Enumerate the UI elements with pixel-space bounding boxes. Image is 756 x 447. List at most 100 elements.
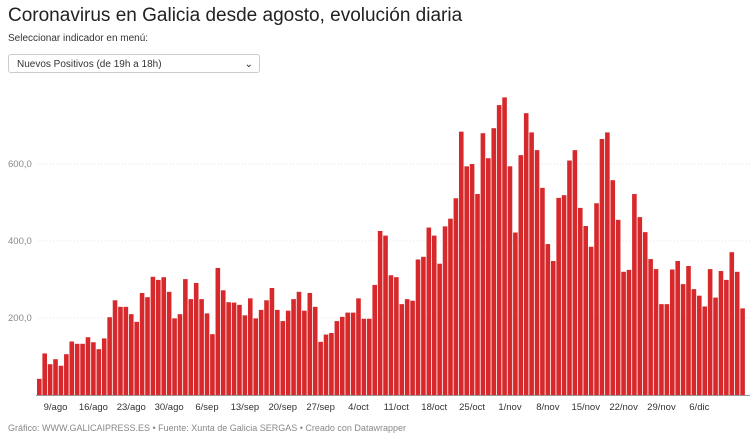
bar <box>134 321 139 395</box>
selector-label: Seleccionar indicador en menú: <box>8 33 149 44</box>
bar <box>280 321 286 395</box>
bar <box>356 298 361 395</box>
bar <box>383 235 388 395</box>
x-tick-label: 6/dic <box>689 402 709 413</box>
x-tick-label: 1/nov <box>498 402 521 413</box>
bar <box>285 310 291 395</box>
bar <box>237 304 242 395</box>
bar <box>323 334 329 395</box>
x-tick-label: 30/ago <box>155 402 184 413</box>
x-tick-label: 22/nov <box>609 402 638 413</box>
bar <box>632 194 637 395</box>
bar <box>199 299 204 395</box>
bar <box>599 138 605 395</box>
chart-title: Coronavirus en Galicia desde agosto, evo… <box>8 5 463 26</box>
bar <box>615 219 621 395</box>
bar <box>210 334 215 395</box>
bar <box>561 195 567 395</box>
bar <box>534 150 540 395</box>
bar <box>377 230 383 395</box>
bar <box>394 277 399 395</box>
bar <box>588 246 594 395</box>
bar <box>204 313 210 395</box>
bar <box>404 299 410 395</box>
bar <box>669 269 675 395</box>
bar <box>339 316 345 395</box>
x-tick-label: 13/sep <box>231 402 260 413</box>
bar <box>275 309 280 395</box>
bar <box>172 318 177 395</box>
bar <box>150 276 156 395</box>
indicator-select[interactable]: Nuevos Positivos (de 19h a 18h) ⌄ <box>8 54 260 73</box>
bar <box>550 261 556 395</box>
bar <box>188 299 194 395</box>
x-tick-label: 11/oct <box>384 402 410 413</box>
bar <box>247 298 253 395</box>
bar <box>502 97 507 396</box>
bar <box>437 263 442 395</box>
bar <box>161 277 167 395</box>
bar <box>318 341 323 395</box>
bar <box>193 282 199 395</box>
x-tick-label: 27/sep <box>306 402 335 413</box>
bar <box>724 279 729 395</box>
bar <box>626 269 632 395</box>
bar <box>85 337 91 395</box>
bar <box>145 297 150 395</box>
chart-footer: Gráfico: WWW.GALICAIPRESS.ES • Fuente: X… <box>8 423 406 433</box>
bar <box>177 314 183 395</box>
bar <box>686 266 691 395</box>
bar <box>226 302 231 395</box>
bar <box>139 292 145 395</box>
bar <box>486 158 491 395</box>
y-tick-label: 600,0 <box>8 159 32 170</box>
bar <box>69 341 75 395</box>
bar <box>37 378 42 395</box>
bar <box>713 297 718 395</box>
bar <box>513 232 518 395</box>
x-tick-label: 20/sep <box>268 402 297 413</box>
bar <box>469 164 475 395</box>
bar <box>264 300 269 395</box>
bar <box>123 306 129 395</box>
bar <box>621 271 626 395</box>
bar <box>128 314 134 395</box>
bar <box>507 166 513 395</box>
bar <box>664 304 670 395</box>
x-tick-label: 4/oct <box>348 402 369 413</box>
x-tick-label: 25/oct <box>459 402 485 413</box>
bar <box>183 279 188 395</box>
bar <box>475 194 480 395</box>
bar <box>740 308 745 395</box>
bar <box>80 343 85 395</box>
bar <box>296 291 302 395</box>
bar <box>415 259 421 395</box>
bar <box>448 218 453 395</box>
bar <box>491 128 497 395</box>
bar <box>610 180 616 395</box>
x-tick-label: 9/ago <box>44 402 68 413</box>
bar <box>361 318 367 395</box>
bar <box>653 269 659 395</box>
bar <box>572 150 578 395</box>
bar <box>464 166 469 395</box>
x-tick-label: 6/sep <box>195 402 218 413</box>
bar <box>91 342 96 395</box>
y-tick-label: 200,0 <box>8 313 32 324</box>
bar <box>312 306 318 395</box>
bar <box>258 309 264 395</box>
x-tick-label: 18/oct <box>421 402 447 413</box>
bar <box>540 187 545 395</box>
bar <box>388 275 394 395</box>
bar <box>605 132 610 395</box>
bar <box>242 315 248 395</box>
bar <box>453 198 459 395</box>
bar <box>578 207 583 395</box>
bar <box>291 299 296 395</box>
bar <box>529 132 534 395</box>
bar <box>426 227 432 395</box>
y-tick-label: 400,0 <box>8 236 32 247</box>
bar <box>372 284 378 395</box>
bar <box>399 304 405 395</box>
bar <box>269 287 275 395</box>
